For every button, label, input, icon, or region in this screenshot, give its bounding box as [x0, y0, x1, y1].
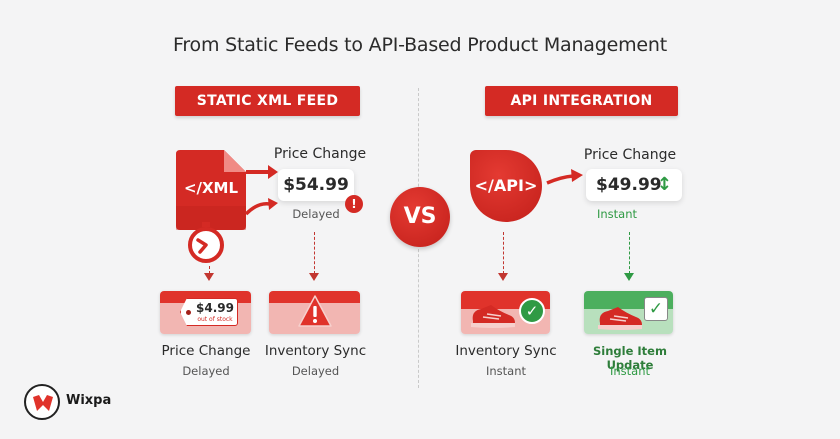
- right-price-status: Instant: [596, 207, 638, 221]
- static-xml-feed-banner: STATIC XML FEED: [175, 86, 360, 116]
- arrow-icon: [546, 169, 583, 185]
- connector: [314, 232, 315, 274]
- left-card-2-label: Inventory Sync: [264, 343, 367, 359]
- left-card-1-status: Delayed: [182, 364, 230, 378]
- right-price-value-box: $49.99 ↕: [586, 169, 682, 201]
- left-card-2-status: Delayed: [291, 364, 340, 378]
- sneaker-icon: [471, 305, 515, 328]
- arrow-down-icon: [624, 273, 634, 281]
- left-price-status: Delayed: [292, 207, 340, 221]
- stopwatch-icon: [186, 222, 226, 264]
- checkbox-icon: ✓: [644, 297, 668, 321]
- up-down-arrow-icon: ↕: [656, 174, 672, 195]
- right-card-1-label: Inventory Sync: [455, 343, 557, 359]
- page-title: From Static Feeds to API-Based Product M…: [172, 34, 667, 56]
- price-tag-card: $4.99 out of stock: [160, 291, 251, 334]
- inventory-sync-card: ✓: [461, 291, 550, 334]
- api-icon: </API>: [470, 150, 542, 222]
- api-integration-banner: API INTEGRATION: [485, 86, 678, 116]
- warning-icon: [298, 295, 332, 327]
- connector: [503, 232, 504, 274]
- alert-icon: !: [345, 195, 363, 213]
- right-card-2-status: Instant: [609, 364, 651, 378]
- right-card-2-label: Single Item Update: [593, 344, 667, 372]
- single-item-update-card: ✓: [584, 291, 673, 334]
- right-card-1-status: Instant: [485, 364, 527, 378]
- wixpa-logo-icon: [24, 384, 60, 420]
- arrow-down-icon: [309, 273, 319, 281]
- connector: [209, 266, 210, 274]
- price-tag-icon: $4.99 out of stock: [180, 298, 238, 326]
- sneaker-icon: [598, 307, 642, 330]
- xml-file-icon: </XML: [176, 150, 246, 230]
- xml-file-label: </XML: [183, 179, 239, 197]
- arrow-down-icon: [498, 273, 508, 281]
- left-price-change-label: Price Change: [273, 146, 367, 162]
- left-price-value: $54.99: [278, 169, 354, 201]
- arrow-icon: [244, 165, 278, 216]
- right-price-value: $49.99: [596, 175, 662, 195]
- vs-badge: VS: [390, 187, 450, 247]
- left-card-1-label: Price Change: [161, 343, 251, 359]
- right-price-change-label: Price Change: [583, 147, 677, 163]
- brand-name: Wixpa: [66, 393, 112, 408]
- check-circle-icon: ✓: [519, 298, 545, 324]
- warning-card: [269, 291, 360, 334]
- arrow-down-icon: [204, 273, 214, 281]
- connector: [629, 232, 630, 274]
